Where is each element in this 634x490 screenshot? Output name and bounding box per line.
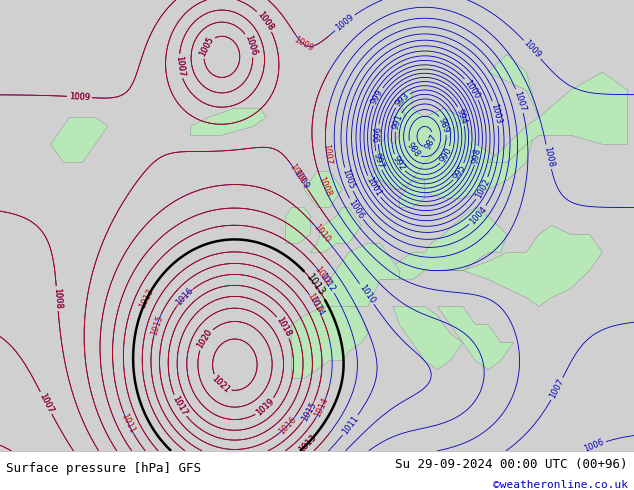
Text: 1020: 1020	[195, 328, 214, 350]
Polygon shape	[304, 172, 342, 207]
Text: 1009: 1009	[333, 13, 356, 33]
Text: 1017: 1017	[171, 394, 189, 417]
Text: 1011: 1011	[340, 414, 360, 436]
Text: 1009: 1009	[68, 92, 90, 102]
Text: 1016: 1016	[277, 415, 298, 436]
Text: 1007: 1007	[174, 55, 186, 77]
Text: 991: 991	[391, 113, 404, 131]
Text: 1020: 1020	[195, 328, 214, 350]
Text: 1016: 1016	[174, 286, 195, 308]
Polygon shape	[285, 207, 311, 244]
Text: 1008: 1008	[255, 10, 275, 32]
Text: 994: 994	[455, 107, 469, 125]
Text: Su 29-09-2024 00:00 UTC (00+96): Su 29-09-2024 00:00 UTC (00+96)	[395, 458, 628, 471]
Text: 1021: 1021	[210, 374, 231, 395]
Polygon shape	[393, 307, 463, 369]
Polygon shape	[317, 244, 399, 316]
Text: 1005: 1005	[198, 35, 215, 58]
Polygon shape	[190, 108, 266, 135]
Text: 1008: 1008	[255, 10, 275, 32]
Text: 993: 993	[393, 91, 411, 109]
Text: 1014: 1014	[307, 294, 325, 318]
Text: 1013: 1013	[138, 287, 155, 310]
Text: 1009: 1009	[288, 162, 307, 184]
Text: ©weatheronline.co.uk: ©weatheronline.co.uk	[493, 480, 628, 490]
Text: 1021: 1021	[210, 374, 231, 395]
Text: 1002: 1002	[474, 177, 491, 200]
Text: 990: 990	[438, 146, 454, 164]
Text: 1010: 1010	[311, 223, 332, 245]
Text: 1008: 1008	[52, 288, 63, 309]
Text: 1005: 1005	[198, 35, 215, 58]
Text: 1013: 1013	[297, 433, 318, 454]
Text: 1007: 1007	[37, 392, 55, 415]
Text: 1007: 1007	[321, 143, 332, 165]
Text: 1008: 1008	[316, 175, 332, 198]
Text: 1009: 1009	[292, 168, 311, 191]
Polygon shape	[488, 72, 628, 162]
Text: 1013: 1013	[304, 272, 327, 298]
Text: 1003: 1003	[489, 102, 503, 124]
Text: 1000: 1000	[463, 78, 482, 100]
Text: 1009: 1009	[522, 39, 543, 60]
Polygon shape	[292, 307, 368, 379]
Text: 1006: 1006	[243, 34, 258, 57]
Polygon shape	[380, 207, 507, 279]
Text: 1009: 1009	[68, 92, 90, 102]
Text: 1017: 1017	[171, 394, 189, 417]
Polygon shape	[444, 225, 602, 307]
Text: 992: 992	[391, 154, 407, 172]
Text: 1004: 1004	[468, 205, 488, 226]
Text: 1007: 1007	[37, 392, 55, 415]
Text: 1015: 1015	[149, 314, 164, 337]
Text: 1008: 1008	[52, 288, 63, 309]
Polygon shape	[368, 54, 539, 198]
Text: 1011: 1011	[120, 412, 137, 435]
Polygon shape	[311, 207, 361, 252]
Text: 987: 987	[424, 132, 439, 151]
Text: 996: 996	[373, 126, 383, 142]
Text: 1015: 1015	[300, 400, 318, 423]
Text: 999: 999	[370, 87, 385, 105]
Text: 1007: 1007	[548, 377, 566, 400]
Text: 989: 989	[437, 116, 451, 134]
Text: 1018: 1018	[275, 316, 293, 339]
Text: Surface pressure [hPa] GFS: Surface pressure [hPa] GFS	[6, 462, 202, 475]
Text: 1012: 1012	[313, 265, 332, 287]
Text: 997: 997	[372, 152, 385, 170]
Text: 1014: 1014	[306, 292, 324, 315]
Text: 1007: 1007	[512, 90, 527, 112]
Text: 1005: 1005	[340, 168, 356, 191]
Text: 1014: 1014	[313, 395, 330, 418]
Polygon shape	[51, 117, 108, 162]
Text: 1006: 1006	[243, 34, 258, 57]
Text: 1007: 1007	[174, 55, 186, 77]
Text: 1019: 1019	[255, 396, 276, 417]
Text: 1006: 1006	[346, 198, 365, 220]
Text: 1006: 1006	[583, 438, 605, 454]
Text: 1013: 1013	[297, 433, 318, 454]
Text: 1009: 1009	[292, 35, 315, 53]
Polygon shape	[374, 90, 463, 189]
Text: 995: 995	[451, 163, 467, 181]
Text: 998: 998	[471, 147, 483, 164]
Text: 988: 988	[404, 141, 422, 159]
Polygon shape	[399, 180, 425, 207]
Polygon shape	[437, 307, 514, 369]
Text: 1019: 1019	[255, 396, 276, 417]
Text: 1010: 1010	[357, 283, 377, 305]
Text: 1012: 1012	[318, 271, 337, 294]
Text: 1018: 1018	[275, 316, 293, 339]
Text: 1001: 1001	[364, 175, 383, 198]
Text: 1008: 1008	[542, 146, 555, 168]
